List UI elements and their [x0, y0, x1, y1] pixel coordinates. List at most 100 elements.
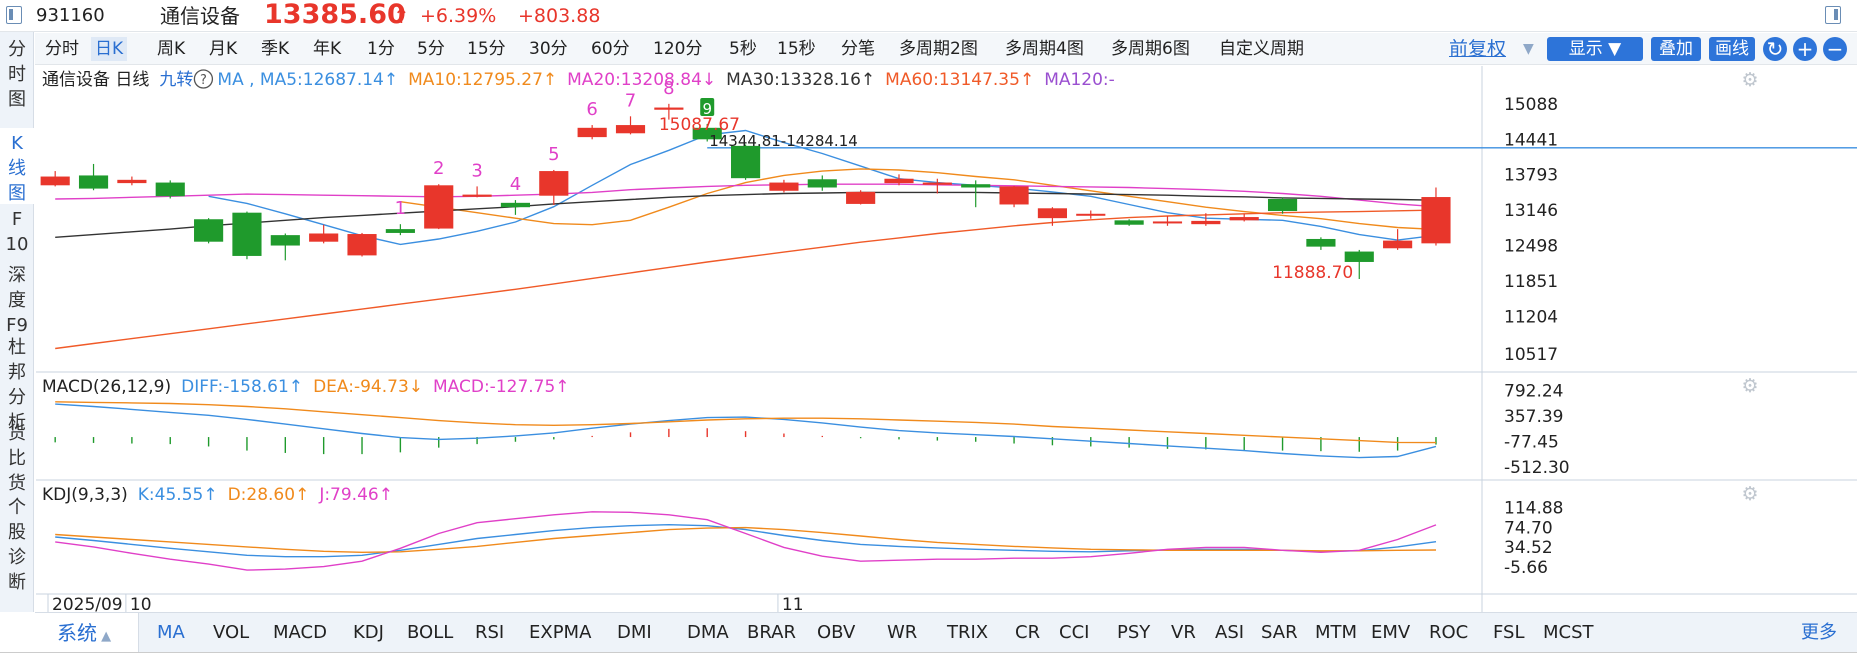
candle-body[interactable]: [539, 171, 569, 196]
side-tab-1[interactable]: 分时图: [8, 39, 26, 110]
candle-body[interactable]: [884, 178, 914, 184]
side-tab-4[interactable]: 深度 F9: [6, 265, 28, 336]
candle-body[interactable]: [270, 235, 300, 246]
candle-body[interactable]: [615, 125, 646, 134]
candle-body[interactable]: [117, 179, 147, 184]
period-tab-5[interactable]: 季K: [261, 39, 290, 59]
side-tab-5[interactable]: 杜邦分析: [8, 337, 26, 433]
candle-body[interactable]: [1191, 220, 1221, 225]
indicator-tab-brar[interactable]: BRAR: [747, 622, 796, 643]
period-tab-15[interactable]: 分笔: [841, 39, 875, 59]
indicator-tab-trix[interactable]: TRIX: [947, 622, 989, 643]
candle-body[interactable]: [232, 212, 262, 256]
period-tab-17[interactable]: 多周期4图: [1005, 39, 1084, 59]
candle-body[interactable]: [577, 127, 607, 138]
indicator-tab-sar[interactable]: SAR: [1261, 622, 1298, 643]
indicator-tab-boll[interactable]: BOLL: [407, 622, 454, 643]
indicator-tab-expma[interactable]: EXPMA: [529, 622, 592, 643]
candle-body[interactable]: [1344, 251, 1374, 262]
candle-body[interactable]: [961, 184, 991, 188]
indicator-tab-fsl[interactable]: FSL: [1493, 622, 1525, 643]
side-tab-7[interactable]: 个股诊断: [8, 497, 26, 593]
period-tab-11[interactable]: 60分: [591, 39, 630, 59]
candle-body[interactable]: [424, 185, 454, 229]
candle-body[interactable]: [347, 234, 377, 256]
period-tab-9[interactable]: 15分: [467, 39, 506, 59]
period-tab-10[interactable]: 30分: [529, 39, 568, 59]
period-tab-2[interactable]: 日K: [91, 37, 128, 61]
right-panel-icon[interactable]: [1825, 6, 1841, 24]
candle-body[interactable]: [1037, 208, 1067, 219]
period-tab-3[interactable]: 周K: [157, 39, 186, 59]
period-tab-7[interactable]: 1分: [367, 39, 395, 59]
candle-body[interactable]: [155, 182, 185, 197]
candle-body[interactable]: [40, 176, 70, 186]
candle-body[interactable]: [1114, 220, 1144, 225]
candle-body[interactable]: [1152, 221, 1183, 224]
indicator-tab-vol[interactable]: VOL: [213, 622, 250, 643]
draw-line-button[interactable]: 画线: [1709, 37, 1755, 61]
indicator-tab-obv[interactable]: OBV: [817, 622, 856, 643]
zoom-out-icon[interactable]: −: [1823, 37, 1847, 61]
candle-body[interactable]: [1229, 217, 1259, 221]
candle-body[interactable]: [462, 194, 492, 197]
side-tab-6[interactable]: 货比货: [8, 423, 26, 494]
candle-body[interactable]: [1267, 198, 1298, 212]
candle-body[interactable]: [1306, 238, 1336, 247]
period-tab-19[interactable]: 自定义周期: [1219, 39, 1304, 59]
period-tab-6[interactable]: 年K: [313, 39, 342, 59]
indicator-tab-rsi[interactable]: RSI: [475, 622, 505, 643]
indicator-tab-vr[interactable]: VR: [1171, 622, 1196, 643]
candle-body[interactable]: [731, 145, 761, 179]
indicator-tab-emv[interactable]: EMV: [1371, 622, 1411, 643]
indicator-tab-ma[interactable]: MA: [157, 622, 185, 643]
period-tab-14[interactable]: 15秒: [777, 39, 816, 59]
adjust-mode-select[interactable]: 前复权: [1449, 38, 1507, 60]
indicator-tab-cr[interactable]: CR: [1015, 622, 1041, 643]
indicator-tab-dma[interactable]: DMA: [687, 622, 729, 643]
more-indicators-button[interactable]: 更多: [1801, 622, 1837, 643]
chart-area[interactable]: 1508814441137931314612498118511120410517…: [0, 0, 1857, 612]
candle-body[interactable]: [1076, 213, 1106, 216]
candle-body[interactable]: [78, 175, 109, 189]
candle-body[interactable]: [807, 179, 837, 188]
candle-body[interactable]: [654, 107, 684, 110]
side-tab-3[interactable]: F 10: [5, 209, 29, 255]
system-tab[interactable]: 系统 ▲: [35, 613, 139, 653]
candle-body[interactable]: [769, 182, 799, 191]
candle-body[interactable]: [1421, 197, 1451, 244]
indicator-tab-kdj[interactable]: KDJ: [353, 622, 384, 643]
period-tab-12[interactable]: 120分: [653, 39, 703, 59]
refresh-icon[interactable]: ↻: [1763, 37, 1787, 61]
candle-body[interactable]: [922, 182, 952, 185]
left-panel-icon[interactable]: [6, 6, 22, 24]
help-icon[interactable]: [193, 69, 214, 89]
indicator-tab-macd[interactable]: MACD: [273, 622, 327, 643]
period-tab-4[interactable]: 月K: [209, 39, 238, 59]
indicator-tab-roc[interactable]: ROC: [1429, 622, 1469, 643]
zoom-in-icon[interactable]: +: [1793, 37, 1817, 61]
period-tab-1[interactable]: 分时: [45, 39, 79, 59]
period-tab-16[interactable]: 多周期2图: [899, 39, 978, 59]
candle-body[interactable]: [500, 202, 531, 208]
period-tab-18[interactable]: 多周期6图: [1111, 39, 1190, 59]
indicator-tab-cci[interactable]: CCI: [1059, 622, 1090, 643]
period-tab-13[interactable]: 5秒: [729, 39, 757, 59]
candle-body[interactable]: [309, 233, 339, 242]
display-button[interactable]: 显示 ▼: [1547, 37, 1643, 61]
candle-body[interactable]: [385, 229, 415, 233]
candle-body[interactable]: [1383, 240, 1413, 249]
indicator-tab-asi[interactable]: ASI: [1215, 622, 1245, 643]
candle-body[interactable]: [999, 186, 1029, 205]
period-tab-8[interactable]: 5分: [417, 39, 445, 59]
chevron-down-icon[interactable]: ▼: [1523, 41, 1534, 57]
overlay-button[interactable]: 叠加: [1651, 37, 1701, 61]
indicator-tab-psy[interactable]: PSY: [1117, 622, 1151, 643]
indicator-tab-mtm[interactable]: MTM: [1315, 622, 1358, 643]
candle-body[interactable]: [194, 219, 224, 242]
indicator-tab-mcst[interactable]: MCST: [1543, 622, 1594, 643]
indicator-tab-wr[interactable]: WR: [887, 622, 918, 643]
indicator-tab-dmi[interactable]: DMI: [617, 622, 652, 643]
candle-body[interactable]: [846, 191, 876, 204]
